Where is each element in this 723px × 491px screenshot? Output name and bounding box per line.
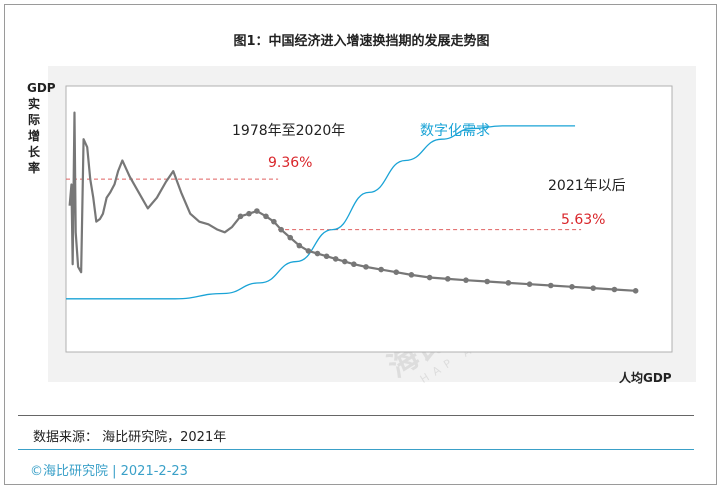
digital-demand-label: 数字化需求 xyxy=(420,123,490,139)
gdp-growth-point xyxy=(237,213,244,220)
gdp-growth-point xyxy=(271,218,277,225)
gdp-growth-point xyxy=(611,286,618,293)
gdp-growth-point xyxy=(351,261,357,268)
gdp-growth-point xyxy=(305,248,312,254)
gdp-growth-point xyxy=(296,242,303,249)
gdp-growth-point xyxy=(393,269,400,276)
plot-inner xyxy=(65,85,673,353)
gdp-growth-point xyxy=(278,226,284,233)
gdp-growth-point xyxy=(569,284,575,290)
x-axis-label: 人均GDP xyxy=(619,371,672,385)
gdp-growth-point xyxy=(287,234,294,241)
chart-frame xyxy=(4,4,717,485)
period1-label: 1978年至2020年 xyxy=(232,123,346,139)
gdp-growth-point xyxy=(505,280,512,286)
gdp-growth-point xyxy=(408,272,415,278)
gdp-growth-point xyxy=(444,276,451,282)
gdp-growth-point xyxy=(590,285,597,291)
gdp-growth-point xyxy=(463,277,469,283)
footer-credit: ©海比研究院 | 2021-2-23 xyxy=(30,464,188,479)
gdp-growth-point xyxy=(246,210,252,217)
gdp-growth-point xyxy=(254,208,260,214)
plot-box xyxy=(65,85,673,353)
gdp-growth-point xyxy=(263,213,269,220)
gdp-growth-point xyxy=(323,253,330,260)
digital-demand-line xyxy=(65,125,576,300)
footer-divider xyxy=(18,449,694,450)
gdp-growth-point xyxy=(484,278,490,285)
gdp-growth-point xyxy=(548,282,554,289)
gdp-growth-point xyxy=(378,266,384,273)
period2-label: 2021年以后 xyxy=(548,178,626,194)
gdp-growth-point xyxy=(341,258,348,265)
gdp-growth-point xyxy=(632,288,639,294)
chart-title: 图1：中国经济进入增速换挡期的发展走势图 xyxy=(233,34,490,49)
period1-value: 9.36% xyxy=(268,155,313,171)
gdp-growth-point xyxy=(332,256,339,262)
source-note: 数据来源： 海比研究院，2021年 xyxy=(33,430,227,445)
gdp-growth-point xyxy=(426,274,433,281)
divider xyxy=(18,415,694,416)
gdp-growth-point xyxy=(526,281,533,287)
gdp-growth-point xyxy=(363,264,369,270)
gdp-growth-point xyxy=(314,250,321,257)
period2-value: 5.63% xyxy=(561,212,606,228)
